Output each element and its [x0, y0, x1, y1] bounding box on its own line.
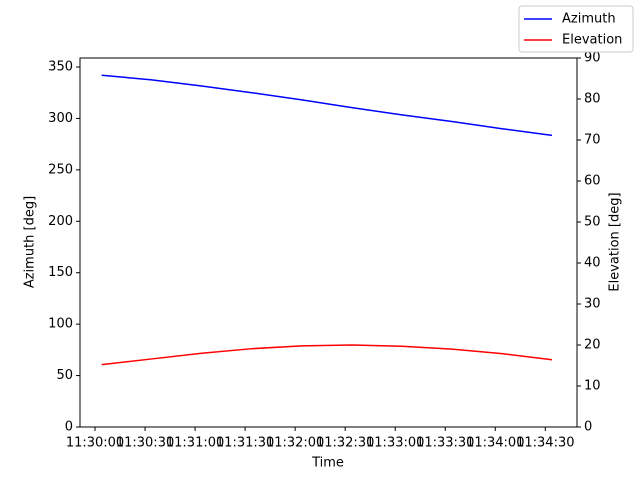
y2-tick-label: 90 — [584, 51, 601, 66]
x-tick-label: 11:30:00 — [66, 436, 124, 451]
y-tick-label: 300 — [48, 111, 73, 126]
y2-tick-label: 80 — [584, 92, 601, 107]
y2-tick-label: 70 — [584, 133, 601, 148]
y-tick-label: 100 — [48, 317, 73, 332]
x-tick-label: 11:34:30 — [516, 436, 574, 451]
x-tick-label: 11:32:00 — [266, 436, 324, 451]
x-tick-label: 11:33:30 — [416, 436, 474, 451]
y2-axis-label: Elevation [deg] — [608, 192, 623, 291]
y2-tick-label: 50 — [584, 215, 601, 230]
y2-tick-label: 40 — [584, 256, 601, 271]
legend-label: Azimuth — [562, 12, 616, 27]
x-tick-label: 11:33:00 — [366, 436, 424, 451]
y2-tick-label: 10 — [584, 379, 601, 394]
y2-tick-label: 20 — [584, 338, 601, 353]
series-line — [101, 74, 553, 137]
x-tick-label: 11:30:30 — [116, 436, 174, 451]
x-tick-label: 11:31:00 — [166, 436, 224, 451]
y2-tick-label: 60 — [584, 174, 601, 189]
series-line — [101, 344, 553, 366]
plot-frame — [79, 57, 578, 428]
legend-label: Elevation — [562, 33, 622, 48]
y-tick-label: 0 — [65, 420, 73, 435]
y2-tick-label: 30 — [584, 297, 601, 312]
y-tick-label: 350 — [48, 60, 73, 75]
x-tick-label: 11:31:30 — [216, 436, 274, 451]
y-tick-label: 150 — [48, 265, 73, 280]
x-tick-label: 11:34:00 — [466, 436, 524, 451]
y-tick-label: 200 — [48, 214, 73, 229]
y-axis-label: Azimuth [deg] — [23, 196, 38, 288]
x-axis-label: Time — [311, 456, 344, 471]
x-tick-label: 11:32:30 — [316, 436, 374, 451]
y-tick-label: 50 — [56, 368, 73, 383]
y-tick-label: 250 — [48, 162, 73, 177]
y2-tick-label: 0 — [584, 420, 592, 435]
